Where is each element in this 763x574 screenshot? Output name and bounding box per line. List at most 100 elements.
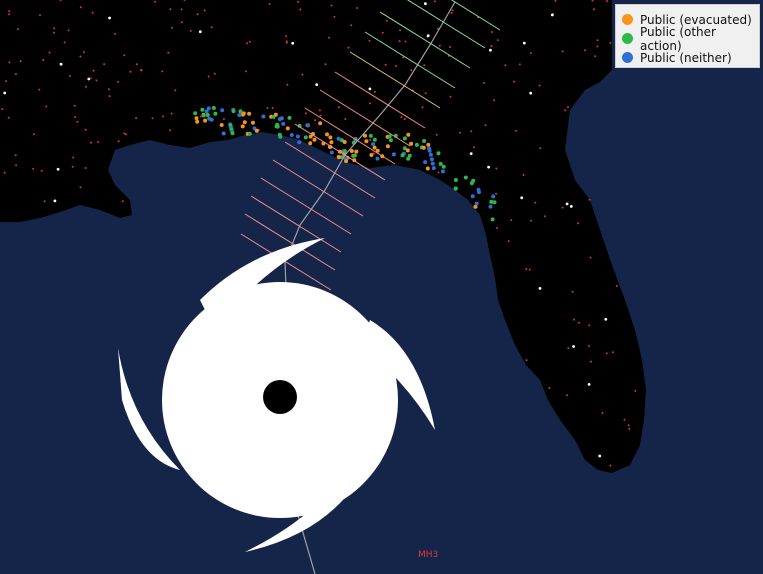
red-star-marker — [601, 412, 604, 414]
red-star-marker — [114, 32, 116, 35]
red-star-marker — [108, 88, 110, 91]
red-star-marker — [124, 133, 127, 136]
red-star-marker — [495, 167, 498, 170]
neither-point — [430, 161, 435, 166]
red-star-marker — [591, 0, 594, 2]
evacuated-point — [364, 139, 369, 144]
neither-point — [305, 123, 310, 128]
evacuated-point — [203, 118, 208, 123]
neither-point — [329, 150, 334, 155]
red-star-marker — [588, 345, 591, 348]
red-star-marker — [404, 40, 407, 43]
red-star-marker — [297, 0, 299, 3]
red-star-marker — [180, 21, 183, 24]
evacuated-point — [421, 145, 426, 150]
neither-point — [431, 166, 436, 171]
other-action-point — [368, 133, 373, 138]
red-star-marker — [609, 42, 612, 44]
other-action-point — [490, 217, 495, 222]
wind-radius-line — [450, 0, 501, 31]
red-star-marker — [15, 164, 18, 167]
red-star-marker — [459, 131, 462, 134]
legend-label: Public (evacuated) — [640, 12, 752, 27]
hurricane-arm — [360, 320, 435, 430]
white-star-marker — [529, 91, 533, 95]
red-star-marker — [324, 63, 327, 66]
other-action-point — [453, 178, 458, 182]
red-star-marker — [337, 106, 340, 109]
red-star-marker — [73, 104, 76, 107]
evacuated-point — [241, 111, 246, 116]
white-star-marker — [587, 383, 591, 386]
red-star-marker — [421, 106, 424, 109]
red-star-marker — [72, 156, 75, 159]
red-star-marker — [491, 31, 494, 33]
wind-radius-line — [304, 107, 396, 165]
white-star-marker — [3, 91, 7, 95]
red-star-marker — [103, 63, 106, 66]
red-star-marker — [588, 198, 591, 201]
red-star-marker — [92, 69, 95, 72]
red-star-marker — [611, 351, 614, 354]
red-star-marker — [167, 51, 170, 54]
neither-point — [237, 113, 242, 118]
red-star-marker — [400, 116, 403, 119]
red-star-marker — [522, 174, 525, 176]
red-star-marker — [203, 9, 206, 12]
red-star-marker — [433, 0, 436, 3]
red-star-marker — [384, 63, 387, 66]
other-action-point — [274, 124, 279, 129]
red-star-marker — [529, 52, 532, 55]
red-star-marker — [14, 154, 17, 157]
red-star-marker — [592, 8, 595, 11]
neither-point — [281, 121, 286, 126]
evacuated-point — [328, 135, 333, 140]
red-star-marker — [84, 167, 87, 169]
red-star-marker — [32, 133, 35, 136]
wind-radius-line — [334, 71, 426, 129]
red-star-marker — [246, 42, 249, 45]
neither-point — [474, 201, 479, 206]
other-action-point — [287, 115, 292, 120]
neither-point — [204, 109, 209, 114]
white-star-marker — [291, 41, 295, 45]
red-star-marker — [140, 69, 143, 72]
neither-point — [221, 131, 226, 136]
blue-dot-icon — [622, 52, 633, 63]
neither-point — [488, 204, 493, 209]
hurricane-arm — [200, 238, 325, 330]
red-star-marker — [67, 29, 70, 32]
red-star-marker — [548, 387, 551, 389]
red-star-marker — [484, 124, 487, 127]
red-star-marker — [207, 75, 210, 78]
wind-radius-line — [406, 0, 486, 49]
red-star-marker — [385, 19, 388, 22]
other-action-point — [406, 156, 411, 161]
other-action-point — [402, 146, 407, 151]
other-action-point — [492, 200, 497, 205]
red-star-marker — [496, 226, 499, 229]
neither-point — [297, 140, 302, 145]
white-star-marker — [469, 152, 473, 156]
red-star-marker — [135, 117, 138, 120]
red-star-marker — [95, 79, 98, 82]
wind-radius-line — [260, 177, 352, 235]
red-star-marker — [83, 51, 85, 54]
red-star-marker — [504, 64, 507, 67]
land-mass — [0, 0, 646, 473]
red-star-marker — [495, 192, 498, 195]
red-star-marker — [210, 26, 213, 29]
white-star-marker — [489, 48, 492, 52]
wind-radius-line — [272, 159, 364, 217]
red-star-marker — [16, 28, 19, 31]
neither-point — [371, 142, 376, 147]
other-action-point — [303, 135, 308, 140]
other-action-point — [230, 131, 235, 136]
red-star-marker — [347, 46, 350, 49]
red-star-marker — [588, 324, 591, 327]
white-star-marker — [59, 62, 63, 66]
red-star-marker — [42, 59, 45, 61]
red-star-marker — [328, 36, 331, 39]
